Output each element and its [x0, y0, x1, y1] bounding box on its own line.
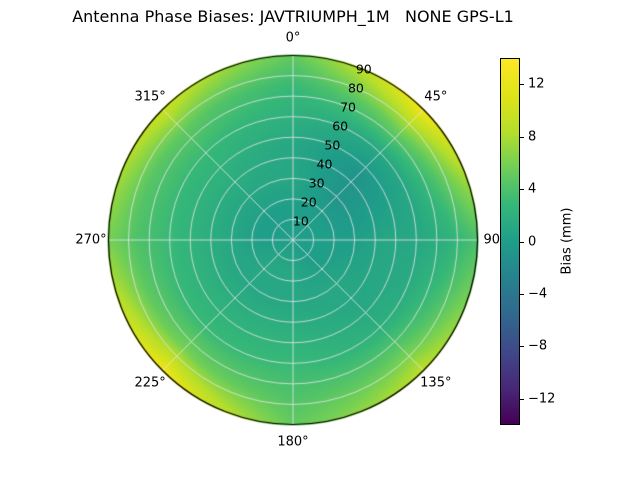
colorbar-tick	[520, 293, 524, 295]
colorbar-tick	[520, 241, 524, 243]
colorbar-tick	[520, 84, 524, 86]
radial-tick-label: 30	[308, 175, 325, 191]
angular-tick-label: 225°	[134, 375, 166, 391]
radial-tick-label: 20	[300, 194, 317, 210]
radial-tick-label: 70	[340, 99, 357, 115]
colorbar-tick	[520, 189, 524, 191]
angular-tick-label: 135°	[420, 375, 452, 391]
radial-tick-label: 90	[355, 61, 372, 77]
colorbar-tick-label: 8	[528, 129, 537, 145]
colorbar-tick-label: 0	[528, 234, 537, 249]
radial-tick-label: 60	[332, 118, 349, 134]
angular-tick-label: 270°	[75, 232, 107, 248]
polar-heatmap-canvas	[103, 50, 483, 430]
colorbar-tick	[520, 398, 524, 400]
colorbar-tick	[520, 136, 524, 138]
angular-tick-label: 180°	[277, 434, 309, 450]
colorbar-tick	[520, 346, 524, 348]
radial-tick-label: 80	[347, 80, 364, 96]
colorbar-tick-label: 12	[528, 76, 545, 92]
colorbar-tick-label: −12	[528, 391, 556, 407]
radial-tick-label: 10	[292, 213, 309, 229]
angular-tick-label: 0°	[285, 30, 301, 46]
colorbar-tick-label: −8	[528, 338, 548, 354]
radial-tick-label: 40	[316, 156, 333, 172]
colorbar	[500, 58, 520, 425]
chart-title: Antenna Phase Biases: JAVTRIUMPH_1M NONE…	[72, 7, 514, 26]
colorbar-tick-label: 4	[528, 181, 537, 197]
colorbar-label: Bias (mm)	[559, 207, 575, 275]
angular-tick-label: 315°	[134, 89, 166, 105]
colorbar-tick-label: −4	[528, 286, 548, 302]
radial-tick-label: 50	[324, 137, 341, 153]
angular-tick-label: 45°	[424, 89, 448, 105]
